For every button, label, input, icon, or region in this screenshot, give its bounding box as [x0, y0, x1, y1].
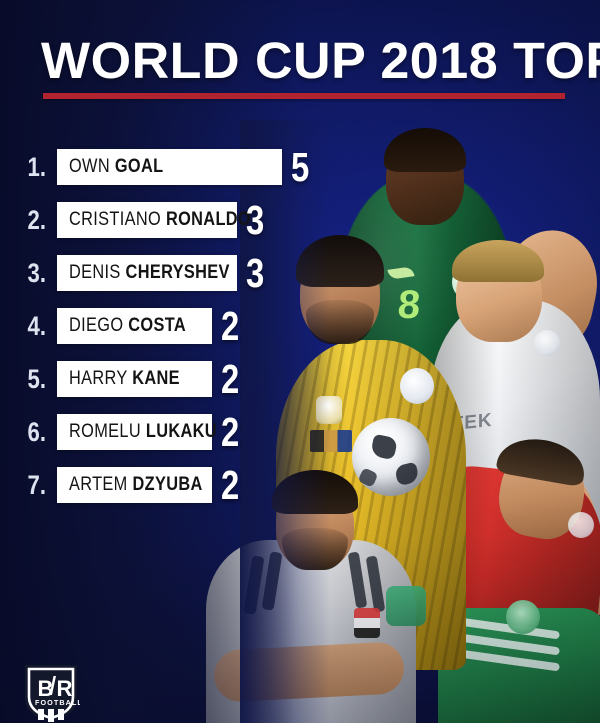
australia-sleeve-badge	[400, 368, 434, 404]
egypt-captain-armband	[386, 586, 426, 626]
top-scorers-list: 1. OWN GOAL 5 2. CRISTIANO RONALDO 3 3. …	[0, 140, 320, 511]
br-football-logo: B R FOOTBALL	[22, 662, 80, 723]
page-title: WORLD CUP 2018 TOP SCORERS	[41, 32, 600, 89]
scorer-first-name: DENIS	[69, 261, 126, 283]
goal-count: 5	[291, 143, 310, 190]
scorer-name-bar: ROMELU LUKAKU	[57, 413, 217, 450]
scorer-first-name: HARRY	[69, 367, 133, 389]
title-underline	[43, 93, 565, 99]
table-row: 7. ARTEM DZYUBA 2	[0, 458, 320, 511]
scorer-name: HARRY KANE	[69, 367, 180, 389]
goal-count: 3	[246, 249, 265, 296]
scorer-last-name: GOAL	[114, 155, 164, 177]
svg-text:B: B	[38, 676, 54, 701]
scorer-name: ROMELU LUKAKU	[69, 420, 217, 442]
egypt-crest	[354, 608, 380, 638]
scorer-name-bar: OWN GOAL	[57, 148, 282, 185]
scorer-name: OWN GOAL	[69, 155, 164, 177]
goal-count: 3	[246, 196, 265, 243]
scorer-name-bar: HARRY KANE	[57, 360, 212, 397]
rank-number: 6.	[27, 416, 46, 447]
scorer-first-name: DIEGO	[69, 314, 129, 336]
table-row: 4. DIEGO COSTA 2	[0, 299, 320, 352]
rank-number: 5.	[27, 363, 46, 394]
scorer-last-name: COSTA	[128, 314, 186, 336]
poland-sleeve-badge	[534, 330, 560, 356]
nigeria-player-hair	[384, 128, 466, 172]
rank-number: 4.	[27, 310, 46, 341]
goal-count: 2	[221, 302, 240, 349]
goal-count: 2	[221, 461, 240, 508]
svg-text:R: R	[57, 676, 73, 701]
scorer-first-name: ROMELU	[69, 420, 146, 442]
svg-text:FOOTBALL: FOOTBALL	[35, 698, 80, 707]
table-row: 5. HARRY KANE 2	[0, 352, 320, 405]
scorer-last-name: LUKAKU	[145, 420, 217, 442]
scorer-name: DIEGO COSTA	[69, 314, 186, 336]
table-row: 6. ROMELU LUKAKU 2	[0, 405, 320, 458]
rank-number: 3.	[27, 257, 46, 288]
scorer-name-bar: CRISTIANO RONALDO	[57, 201, 251, 238]
table-row: 3. DENIS CHERYSHEV 3	[0, 246, 320, 299]
morocco-sleeve-badge	[568, 512, 594, 538]
scorer-name: DENIS CHERYSHEV	[69, 261, 230, 283]
scorer-last-name: KANE	[132, 367, 180, 389]
scorer-first-name: CRISTIANO	[69, 208, 166, 230]
rank-number: 1.	[27, 151, 46, 182]
scorer-name-bar: DIEGO COSTA	[57, 307, 212, 344]
scorer-name: CRISTIANO RONALDO	[69, 208, 251, 230]
rank-number: 2.	[27, 204, 46, 235]
morocco-crest	[506, 600, 540, 634]
table-row: 1. OWN GOAL 5	[0, 140, 320, 193]
table-row: 2. CRISTIANO RONALDO 3	[0, 193, 320, 246]
scorer-last-name: CHERYSHEV	[125, 261, 230, 283]
poland-player-hair	[452, 240, 544, 282]
scorer-first-name: ARTEM	[69, 473, 133, 495]
scorer-last-name: RONALDO	[165, 208, 251, 230]
scorer-first-name: OWN	[69, 155, 115, 177]
scorer-name-bar: DENIS CHERYSHEV	[57, 254, 237, 291]
scorer-name: ARTEM DZYUBA	[69, 473, 203, 495]
goal-count: 2	[221, 355, 240, 402]
rank-number: 7.	[27, 469, 46, 500]
scorer-last-name: DZYUBA	[132, 473, 203, 495]
scorer-name-bar: ARTEM DZYUBA	[57, 466, 212, 503]
goal-count: 2	[221, 408, 240, 455]
